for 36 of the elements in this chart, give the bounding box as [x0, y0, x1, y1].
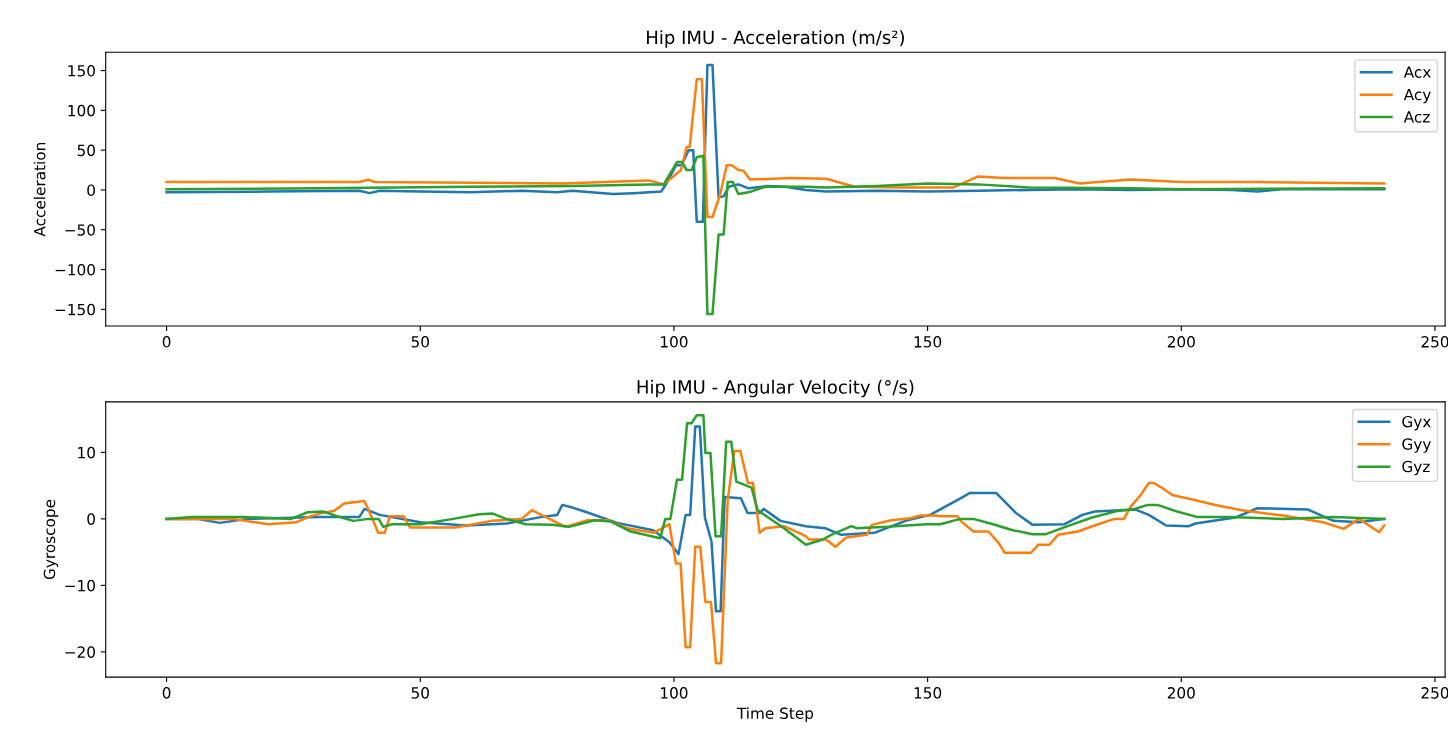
x-tick-label: 150: [914, 336, 942, 348]
x-tick-label: 250: [1421, 687, 1448, 699]
x-tick-label: 200: [1167, 687, 1195, 699]
legend-label: Gyx: [1402, 415, 1431, 431]
y-tick-label: 50: [77, 144, 95, 157]
line-series: [165, 154, 1386, 316]
x-tick-label: 100: [661, 687, 688, 699]
legend-label: Gyy: [1402, 438, 1431, 453]
y-tick-label: −100: [55, 264, 95, 276]
legend-label: Acx: [1403, 66, 1431, 78]
chart-title: Hip IMU - Acceleration (m/s²): [647, 30, 904, 48]
x-tick-label: 100: [661, 336, 688, 348]
y-tick-label: 0: [87, 184, 95, 196]
x-tick-label: 50: [411, 687, 429, 699]
x-tick-label: 150: [914, 687, 942, 699]
y-tick-label: −10: [65, 579, 95, 592]
y-tick-label: 10: [78, 446, 95, 459]
y-tick-label: −150: [55, 303, 95, 316]
y-tick-label: −20: [65, 646, 95, 658]
y-tick-label: 100: [68, 104, 95, 117]
x-tick-label: 0: [162, 336, 171, 348]
x-tick-label: 0: [162, 687, 171, 699]
legend-label: Acy: [1403, 88, 1431, 104]
y-axis-title: Acceleration: [33, 142, 46, 237]
y-axis-title: Gyroscope: [43, 499, 59, 580]
x-tick-label: 50: [411, 336, 429, 348]
y-tick-label: 150: [68, 65, 95, 77]
legend-label: Acz: [1403, 111, 1430, 123]
y-tick-label: 0: [87, 513, 95, 525]
y-tick-label: −50: [65, 224, 95, 236]
x-tick-label: 200: [1167, 336, 1195, 348]
legend-label: Gyz: [1402, 460, 1430, 476]
x-axis-title: Time Step: [736, 707, 814, 722]
x-tick-label: 250: [1421, 336, 1448, 348]
line-series: [165, 413, 1386, 547]
chart-title: Hip IMU - Angular Velocity (°/s): [637, 379, 914, 398]
